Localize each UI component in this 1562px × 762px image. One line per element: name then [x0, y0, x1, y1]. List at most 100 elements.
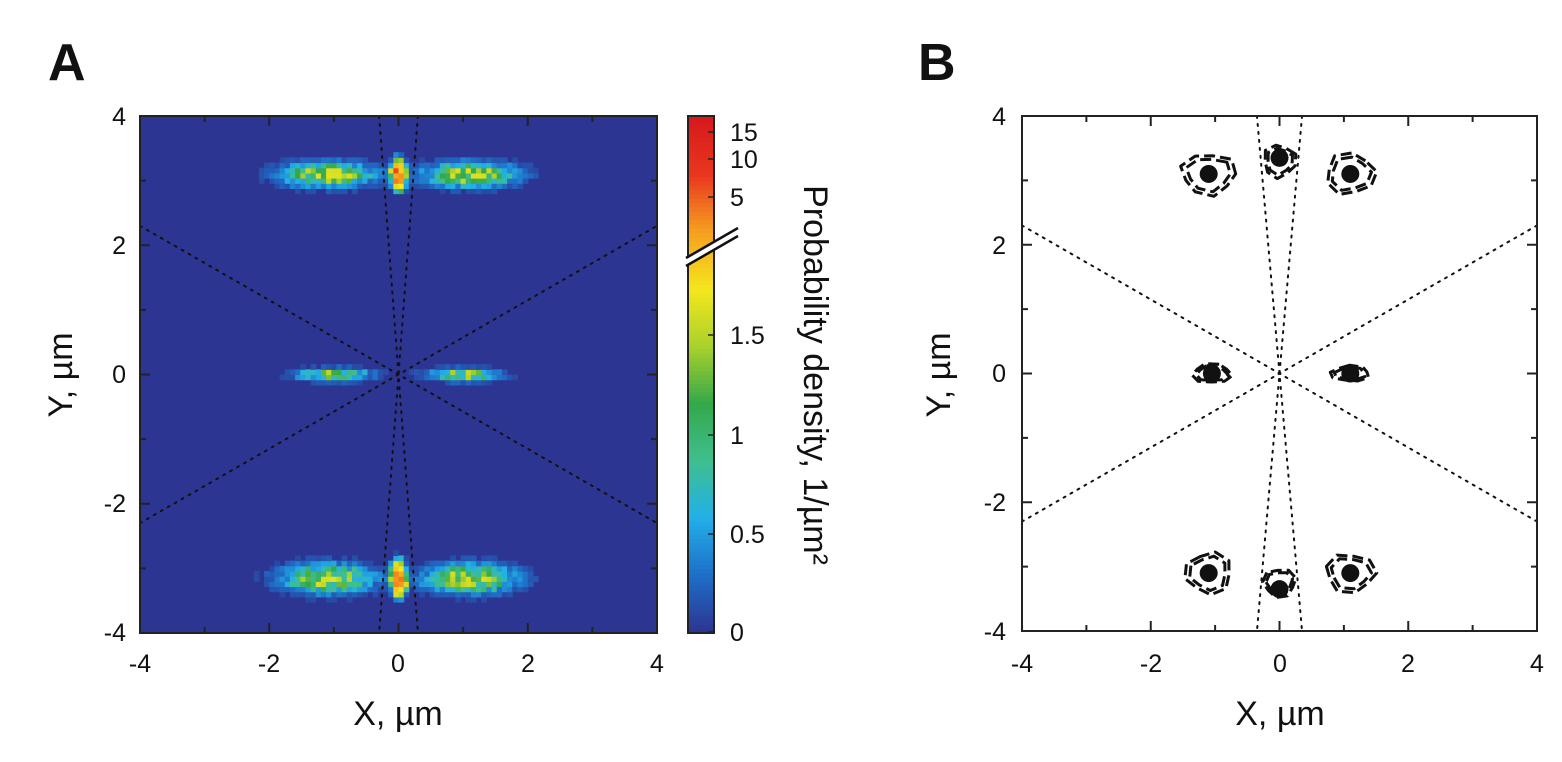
heatmap-cell [315, 586, 322, 593]
colorbar-band [688, 559, 714, 565]
heatmap-cell [351, 188, 358, 195]
heatmap-cell [253, 576, 260, 582]
colorbar-band [688, 520, 714, 527]
heatmap-cell [336, 581, 343, 588]
heatmap-cell [465, 596, 472, 603]
colorbar-band [688, 421, 714, 427]
heatmap-cell [388, 570, 394, 577]
heatmap-cell [362, 374, 369, 381]
y-tick-label: 2 [112, 232, 126, 260]
heatmap-cell [362, 591, 369, 598]
heatmap-cell [476, 586, 482, 593]
heatmap-cell [512, 374, 519, 381]
heatmap-cell [496, 586, 503, 593]
heatmap-cell [434, 183, 441, 189]
heatmap-cell [481, 581, 487, 588]
colorbar-band [688, 374, 714, 380]
heatmap-cell [496, 157, 503, 164]
heatmap-cell [289, 560, 296, 567]
heatmap-cell [424, 369, 431, 376]
heatmap-cell [424, 374, 431, 381]
heatmap-cell [336, 565, 343, 572]
heatmap-cell [496, 565, 503, 572]
heatmap-cell [481, 369, 487, 376]
heatmap-cell [450, 162, 456, 169]
heatmap-cell [274, 162, 281, 169]
heatmap-cell [507, 581, 513, 588]
heatmap-cell [346, 183, 353, 189]
heatmap-cell [419, 565, 425, 572]
heatmap-cell [414, 183, 420, 189]
heatmap-cell [326, 591, 332, 598]
heatmap-cell [398, 570, 405, 577]
heatmap-cell [496, 374, 503, 381]
heatmap-cell [507, 162, 513, 169]
heatmap-cell [414, 369, 420, 376]
heatmap-cell [305, 178, 312, 184]
heatmap-cell [372, 591, 379, 598]
heatmap-cell [336, 157, 343, 164]
heatmap-cell [269, 565, 276, 572]
heatmap-cell [377, 178, 384, 184]
points [1199, 148, 1360, 599]
heatmap-cell [289, 172, 296, 179]
colorbar-band [688, 516, 714, 522]
heatmap-cell [279, 570, 286, 577]
heatmap-cell [331, 586, 338, 593]
heatmap-cell [331, 591, 338, 598]
heatmap-cell [305, 188, 312, 195]
heatmap-cell [346, 586, 353, 593]
heatmap-cell [486, 581, 493, 588]
heatmap-cell [336, 162, 343, 169]
heatmap-cell [465, 188, 472, 195]
heatmap-cell [300, 369, 307, 376]
heatmap-cell [476, 576, 482, 582]
heatmap-cell [346, 576, 353, 582]
heatmap-cell [439, 178, 446, 184]
colorbar-band [688, 279, 714, 285]
colorbar-band [688, 296, 714, 303]
heatmap-cell [326, 374, 332, 381]
heatmap-cell [320, 369, 327, 376]
heatmap-cell [434, 565, 441, 572]
heatmap-cell [460, 364, 467, 370]
heatmap-cell [512, 157, 519, 164]
heatmap-cell [496, 178, 503, 184]
heatmap-cell [300, 162, 307, 169]
heatmap-cell [320, 374, 327, 381]
heatmap-cell [465, 586, 472, 593]
heatmap-cell [408, 369, 415, 376]
heatmap-cell [300, 565, 307, 572]
heatmap-cell [279, 576, 286, 582]
heatmap-cell [393, 162, 400, 169]
heatmap-cell [310, 596, 317, 603]
heatmap-cell [408, 162, 415, 169]
heatmap-cell [491, 167, 498, 174]
heatmap-cell [481, 364, 487, 370]
heatmap-cell [367, 178, 374, 184]
heatmap-cell [486, 157, 493, 164]
x-tick-label: -4 [1011, 650, 1033, 678]
heatmap-cell [403, 183, 410, 189]
heatmap-cell [429, 570, 436, 577]
heatmap-cell [398, 157, 405, 164]
heatmap-cell [351, 576, 358, 582]
heatmap-cell [346, 172, 353, 179]
heatmap-cell [295, 586, 301, 593]
heatmap-cell [382, 178, 389, 184]
heatmap-cell [450, 555, 456, 562]
colorbar-band [688, 266, 714, 272]
heatmap-cell [445, 178, 451, 184]
axis-ticks [1021, 115, 1538, 632]
colorbar-band [688, 464, 714, 471]
heatmap-cell [336, 167, 343, 174]
heatmap-cell [351, 570, 358, 577]
heatmap-cell [445, 576, 451, 582]
heatmap-cell [377, 576, 384, 582]
colorbar-band [688, 533, 714, 540]
heatmap-cell [388, 591, 394, 598]
heatmap-cell [512, 570, 519, 577]
colorbar-band [688, 335, 714, 341]
heatmap-cell [496, 576, 503, 582]
heatmap-cell [331, 162, 338, 169]
